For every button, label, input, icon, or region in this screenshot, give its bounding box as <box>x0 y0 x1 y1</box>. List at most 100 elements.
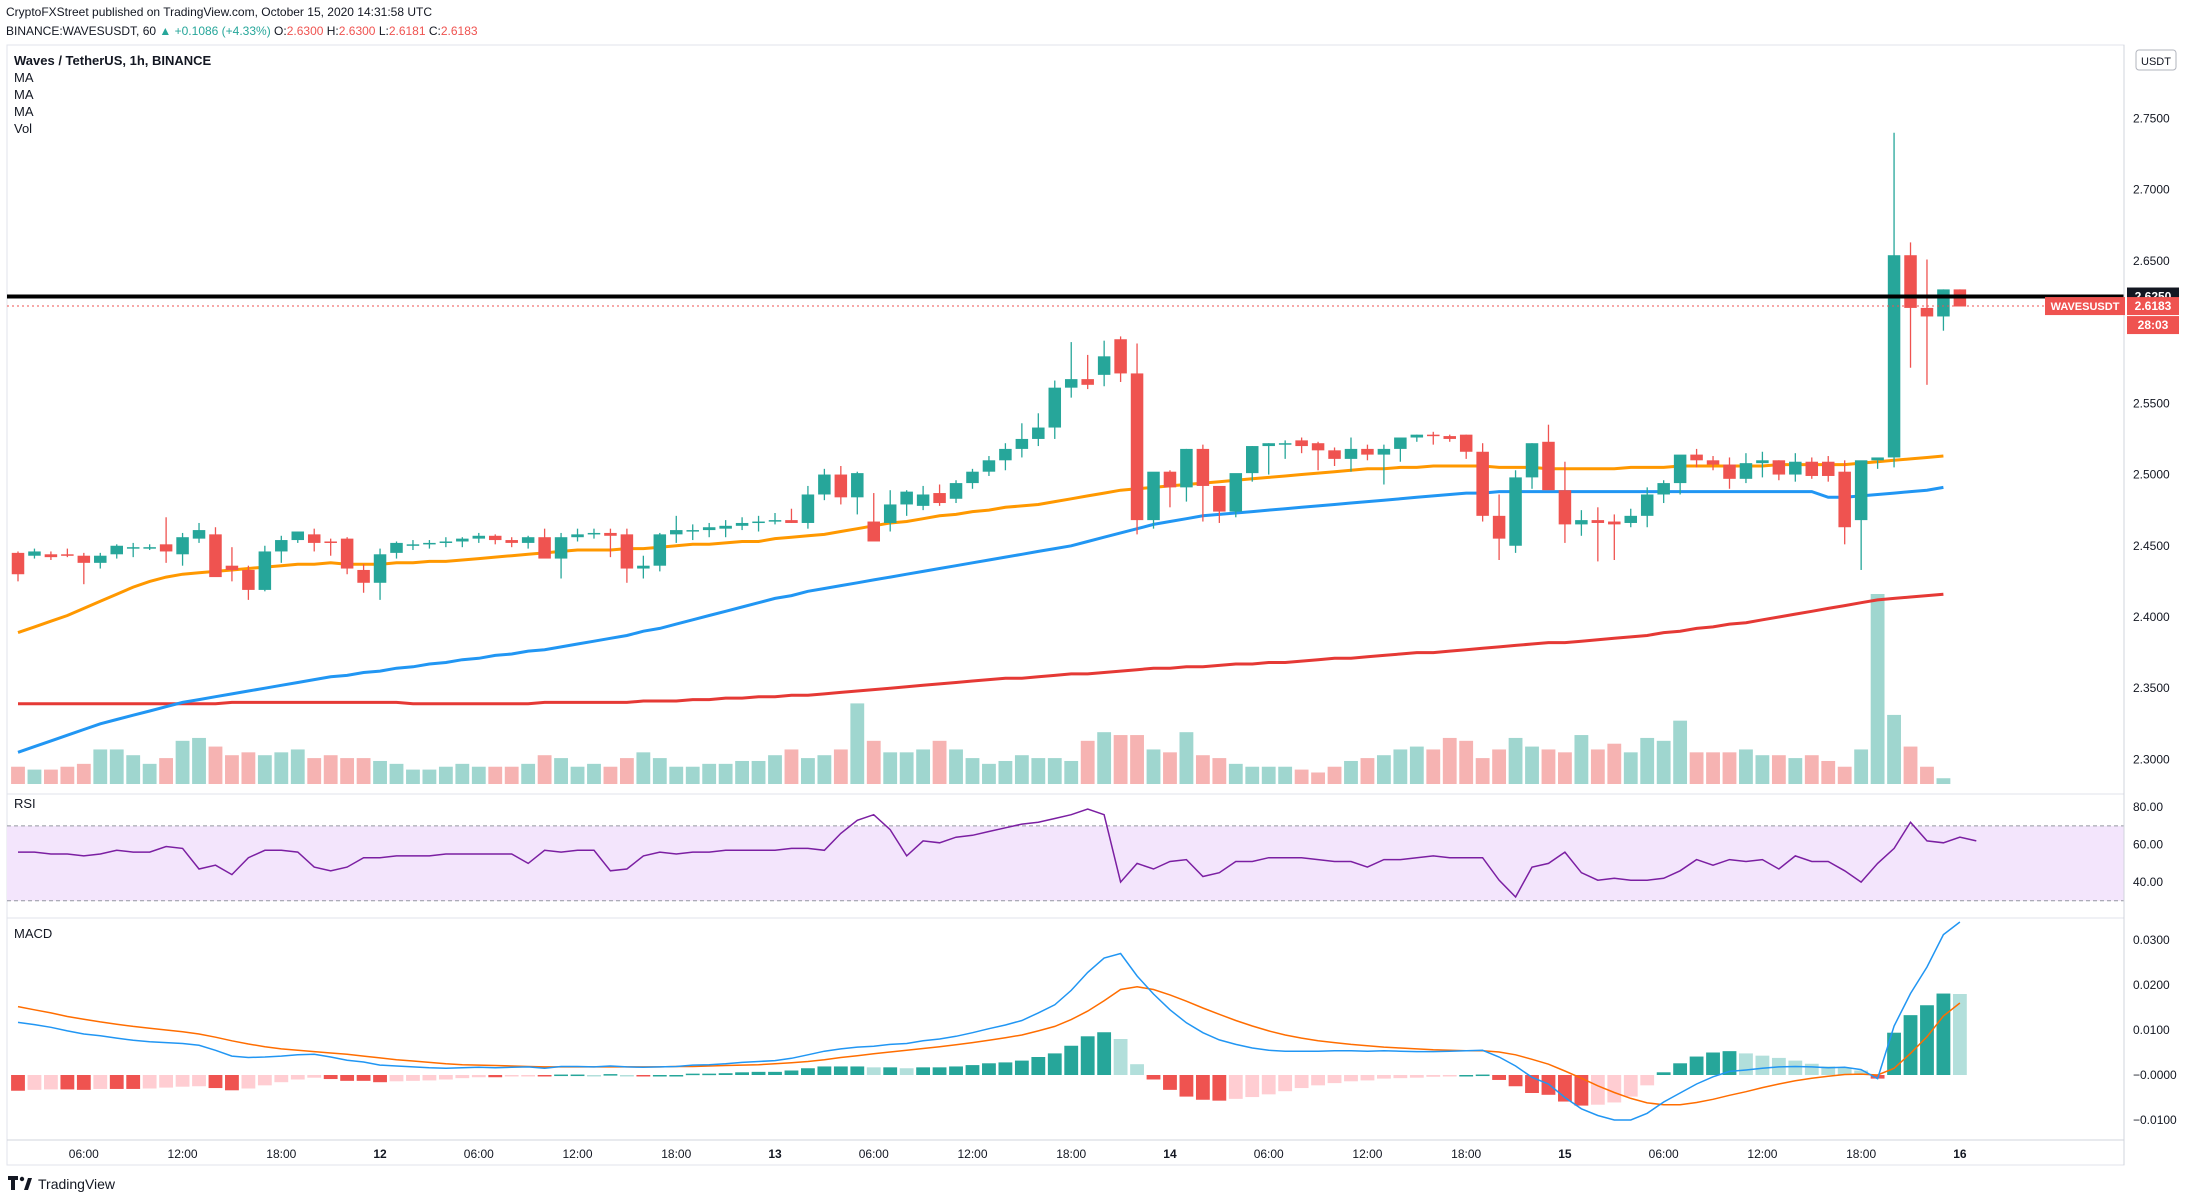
price-axis-label: 2.4000 <box>2133 610 2170 624</box>
volume-bar <box>1195 755 1210 784</box>
tradingview-logo-icon <box>8 1176 32 1190</box>
volume-bar <box>603 766 618 784</box>
volume-bar <box>1344 760 1358 784</box>
candle-body <box>242 569 255 590</box>
volume-bar <box>1146 749 1161 784</box>
candle-body <box>1492 515 1506 539</box>
macd-axis-label: −0.0100 <box>2133 1113 2177 1127</box>
macd-histogram-bar <box>1163 1075 1177 1090</box>
macd-histogram-bar <box>1689 1056 1704 1075</box>
rsi-band <box>7 793 2124 902</box>
candle-body <box>1114 339 1127 374</box>
macd-axis-label: 0.0200 <box>2133 978 2170 992</box>
volume-bar <box>1459 740 1474 784</box>
macd-histogram-bar <box>899 1068 914 1075</box>
macd-histogram-bar <box>916 1067 931 1075</box>
last-price-label: 2.6183 <box>2135 299 2172 313</box>
macd-histogram-bar <box>192 1075 206 1087</box>
candle-body <box>801 494 815 523</box>
volume-bar <box>1887 714 1901 784</box>
volume-bar <box>1163 752 1177 784</box>
candle-body <box>1130 373 1144 521</box>
macd-histogram-bar <box>208 1075 223 1089</box>
macd-histogram-bar <box>422 1075 437 1081</box>
candle-body <box>702 527 716 531</box>
volume-bar <box>652 758 667 784</box>
up-arrow-icon: ▲ <box>159 24 172 38</box>
candle-body <box>1772 460 1786 475</box>
volume-bar <box>373 760 387 784</box>
last-price-tag <box>2127 297 2179 316</box>
candle-body <box>538 537 551 559</box>
volume-bar <box>422 769 437 784</box>
time-axis-label: 18:00 <box>1451 1147 1481 1161</box>
volume-bar <box>850 703 865 784</box>
macd-histogram-bar <box>1837 1067 1852 1075</box>
macd-histogram-bar <box>1097 1032 1112 1075</box>
macd-histogram-bar <box>471 1075 486 1078</box>
macd-histogram-bar <box>817 1066 832 1075</box>
macd-histogram-bar <box>27 1075 42 1090</box>
volume-bar <box>1064 760 1079 784</box>
horizontal-line[interactable] <box>7 294 2124 307</box>
price-axis-label: 2.5000 <box>2133 468 2170 482</box>
candle-body <box>1558 490 1572 525</box>
candle-body <box>324 541 337 543</box>
candlesticks <box>11 132 1967 600</box>
price-axis-label: 2.6500 <box>2133 254 2170 268</box>
macd-histogram-bar <box>1623 1075 1638 1097</box>
candle-body <box>1344 448 1358 459</box>
volume-bar <box>208 746 223 784</box>
volume-bar <box>636 752 651 784</box>
volume-bar <box>570 766 585 784</box>
publish-info: CryptoFXStreet published on TradingView.… <box>6 5 433 19</box>
volume-bar <box>1492 749 1507 784</box>
macd-histogram-bar <box>438 1075 453 1080</box>
volume-bar <box>1920 766 1934 784</box>
volume-bar <box>1903 746 1918 784</box>
macd-histogram-bar <box>1854 1070 1869 1075</box>
volume-bar <box>60 766 75 784</box>
time-axis-label: 12:00 <box>168 1147 198 1161</box>
macd-histogram-bar <box>1393 1075 1408 1079</box>
candle-body <box>340 538 354 569</box>
candle-body <box>752 521 765 524</box>
volume-bar <box>554 758 568 784</box>
volume-bar <box>1640 737 1655 784</box>
volume-bar <box>1179 732 1194 784</box>
candle-body <box>620 534 634 569</box>
candle-body <box>1064 379 1078 388</box>
candle-body <box>1427 434 1440 437</box>
macd-histogram-bar <box>406 1075 420 1081</box>
volume-bar <box>323 755 338 784</box>
macd-histogram-bar <box>1821 1066 1836 1075</box>
volume-bar <box>1327 766 1342 784</box>
volume-bar <box>126 755 141 784</box>
countdown-tag <box>2127 316 2179 335</box>
volume-bar <box>274 752 289 784</box>
low-value: 2.6181 <box>388 24 426 38</box>
candle-body <box>1361 448 1374 455</box>
volume-bar <box>1804 755 1819 784</box>
volume-bar <box>1228 763 1243 784</box>
ma-red-line <box>18 592 1944 706</box>
macd-histogram-bar <box>1064 1045 1079 1075</box>
candle-body <box>1476 451 1489 516</box>
low-label: L: <box>378 24 389 38</box>
macd-histogram-bar <box>1788 1060 1803 1075</box>
candle-body <box>1854 460 1868 521</box>
candle-body <box>686 530 699 532</box>
volume-bar <box>257 755 272 784</box>
macd-histogram-bar <box>636 1075 651 1077</box>
macd-histogram-bar <box>965 1065 980 1075</box>
candle-body <box>1624 515 1638 523</box>
volume-bar <box>1771 755 1786 784</box>
time-axis-label: 06:00 <box>69 1147 99 1161</box>
volume-bar <box>356 758 371 784</box>
rsi-path <box>18 808 1977 899</box>
macd-histogram-bar <box>274 1075 289 1083</box>
macd-histogram-bar <box>685 1073 700 1076</box>
macd-histogram-bar <box>1426 1075 1441 1077</box>
macd-histogram-bar <box>1212 1075 1227 1101</box>
